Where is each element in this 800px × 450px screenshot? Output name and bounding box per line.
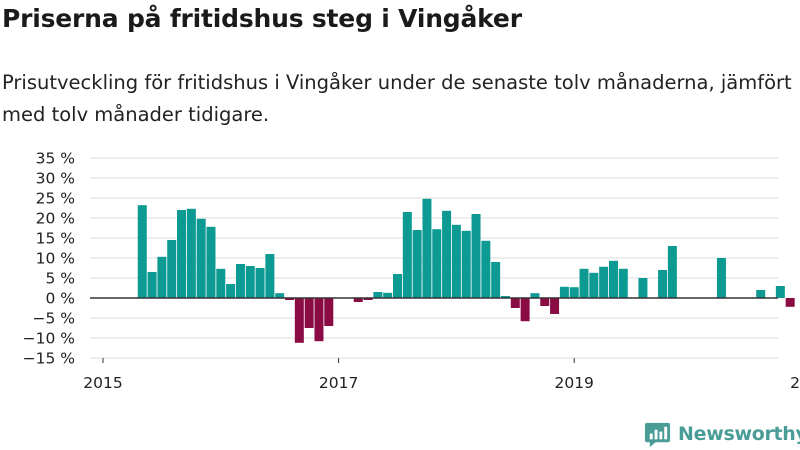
y-tick-label: 5 % — [45, 270, 75, 288]
x-tick-label: 2019 — [554, 374, 593, 392]
bar — [373, 292, 383, 298]
bar — [550, 298, 560, 314]
bar — [658, 270, 668, 298]
bar — [432, 229, 442, 298]
y-tick-label: 30 % — [36, 170, 75, 188]
bar — [775, 286, 785, 298]
bar — [500, 296, 510, 298]
bar — [756, 290, 766, 298]
bar — [265, 254, 275, 298]
bar — [461, 230, 471, 298]
bar — [599, 266, 609, 298]
bar — [226, 284, 236, 298]
y-tick-label: 0 % — [45, 290, 75, 308]
bar — [216, 268, 226, 298]
bar — [304, 298, 314, 328]
bar — [618, 268, 628, 298]
bar — [157, 256, 167, 298]
bar — [186, 208, 196, 298]
y-tick-label: 10 % — [36, 250, 75, 268]
bar — [177, 210, 187, 298]
x-tick-label: 2017 — [319, 374, 358, 392]
bar — [393, 274, 402, 298]
bar — [422, 198, 432, 298]
bar — [638, 278, 648, 298]
bar — [510, 298, 520, 308]
bar — [167, 240, 177, 298]
newsworthy-logo-text: Newsworthy — [678, 423, 800, 445]
y-tick-label: 20 % — [36, 210, 75, 228]
bar — [540, 298, 550, 306]
bar — [137, 205, 147, 298]
x-tick-label: 2021 — [790, 374, 800, 392]
x-axis-ticks: 201520172019202120232025 — [83, 358, 800, 392]
bar — [314, 298, 324, 342]
bar — [245, 266, 255, 298]
chart-title: Priserna på fritidshus steg i Vingåker — [2, 4, 522, 33]
bar — [579, 268, 589, 298]
bar — [324, 298, 334, 326]
y-tick-label: −10 % — [23, 330, 75, 348]
bar — [275, 293, 285, 298]
y-tick-label: 15 % — [36, 230, 75, 248]
bar — [716, 258, 726, 298]
bar — [530, 293, 540, 298]
bar — [147, 272, 157, 298]
bar — [667, 246, 677, 298]
bar — [353, 298, 363, 302]
bars — [137, 198, 795, 343]
y-tick-label: 25 % — [36, 190, 75, 208]
bar — [363, 298, 373, 300]
bar — [471, 214, 481, 298]
bar — [569, 287, 579, 298]
bar — [608, 260, 618, 298]
chart-subtitle: Prisutveckling för fritidshus i Vingåker… — [2, 71, 792, 126]
y-tick-label: −15 % — [23, 350, 75, 368]
bar — [589, 272, 599, 298]
bar — [196, 218, 206, 298]
bar — [559, 286, 569, 298]
bar — [491, 262, 501, 298]
x-tick-label: 2015 — [83, 374, 122, 392]
bar — [235, 264, 245, 298]
bar — [785, 298, 795, 307]
bar — [294, 298, 304, 343]
bar — [206, 226, 216, 298]
newsworthy-logo: Newsworthy — [644, 419, 800, 449]
bar — [520, 298, 530, 322]
y-axis-ticks: 35 % 30 % 25 % 20 % 15 % 10 % 5 % 0 % −5 % −10 % −… — [23, 150, 75, 368]
newsworthy-logo-icon — [644, 422, 671, 447]
bar — [451, 224, 461, 298]
bar — [285, 298, 295, 300]
bar — [402, 212, 412, 298]
bar-chart: 35 % 30 % 25 % 20 % 15 % 10 % 5 % 0 % −5 % −10 % −… — [23, 150, 800, 393]
bar — [255, 268, 265, 298]
bar — [481, 240, 491, 298]
y-tick-label: −5 % — [32, 310, 75, 328]
bar — [383, 292, 393, 298]
y-tick-label: 35 % — [36, 150, 75, 168]
bar — [442, 210, 452, 298]
bar — [412, 230, 422, 298]
